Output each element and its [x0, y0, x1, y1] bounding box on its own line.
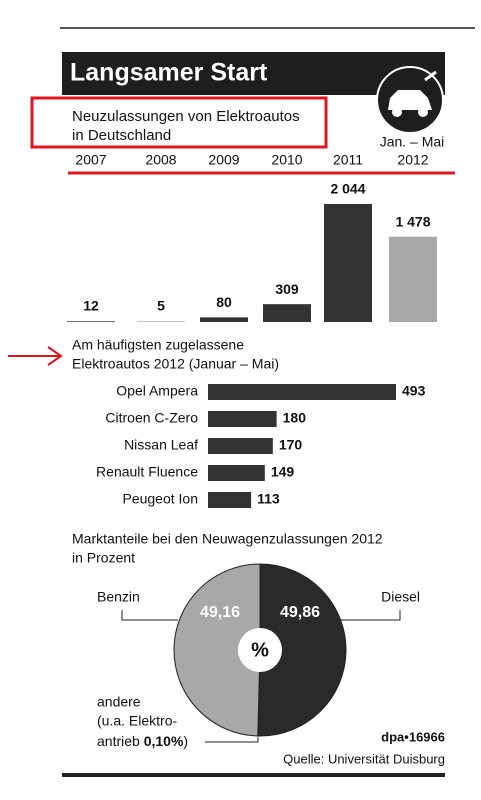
pie-slice	[257, 563, 347, 737]
center-label: %	[251, 639, 269, 661]
chart-subtitle: Elektroautos 2012 (Januar – Mai)	[72, 356, 279, 372]
other-value-label: 0,10%	[144, 733, 184, 749]
pie-slice	[173, 563, 261, 737]
value-label: 113	[257, 491, 280, 507]
value-label: 49,86	[280, 604, 320, 621]
other-note-close: )	[183, 733, 188, 749]
value-label: 149	[271, 464, 295, 480]
x-tick-label: 2008	[145, 152, 176, 168]
bar	[200, 317, 248, 322]
value-label: 80	[216, 294, 232, 310]
car-icon	[376, 66, 444, 134]
other-note-text: (u.a. Elektro-	[97, 713, 177, 729]
leader-line	[205, 737, 259, 743]
bar	[263, 304, 311, 322]
y-tick-label: Peugeot Ion	[122, 491, 198, 507]
pie-center	[238, 628, 282, 672]
bar	[208, 492, 252, 508]
bar	[324, 204, 372, 322]
x-tick-label: 2011	[333, 152, 363, 168]
chart-subtitle: Am häufigsten zugelassene	[72, 337, 244, 353]
chart-subtitle: Marktanteile bei den Neuwagenzulassungen…	[72, 531, 383, 547]
y-tick-label: Nissan Leaf	[124, 437, 198, 453]
annotation: Jan. – Mai	[380, 134, 445, 150]
bar	[67, 321, 115, 322]
legend-label: Diesel	[381, 589, 420, 605]
leader-line	[121, 610, 178, 621]
other-note: antrieb 0,10%)	[97, 733, 188, 749]
value-label: 12	[83, 298, 99, 314]
bar	[208, 384, 396, 400]
value-label: 49,16	[200, 604, 240, 621]
leader-line	[340, 610, 401, 621]
chart-subtitle: Neuzulassungen von Elektroautos	[72, 108, 300, 125]
bar	[208, 438, 273, 454]
legend-label: andere	[97, 694, 141, 710]
y-tick-label: Renault Fluence	[96, 464, 198, 480]
red-highlight-box	[30, 96, 328, 149]
bar	[389, 236, 437, 322]
bar	[208, 411, 277, 427]
legend-label: Benzin	[97, 589, 140, 605]
other-note-text: antrieb	[97, 733, 140, 749]
source: Quelle: Universität Duisburg	[283, 751, 445, 766]
value-label: 5	[157, 298, 165, 314]
value-label: 493	[402, 383, 426, 399]
dpa-code: dpa•16966	[381, 729, 445, 744]
value-label: 1 478	[395, 213, 430, 229]
value-label: 180	[283, 410, 307, 426]
red-arrow	[8, 346, 63, 366]
x-tick-label: 2007	[75, 152, 106, 168]
x-tick-label: 2012	[397, 152, 428, 168]
x-tick-label: 2009	[208, 152, 239, 168]
title: Langsamer Start	[70, 59, 268, 87]
value-label: 309	[275, 281, 299, 297]
y-tick-label: Opel Ampera	[116, 383, 198, 399]
value-label: 170	[279, 437, 303, 453]
chart-subtitle: in Deutschland	[72, 127, 171, 144]
x-tick-label: 2010	[271, 152, 302, 168]
y-tick-label: Citroen C-Zero	[105, 410, 198, 426]
chart-subtitle: in Prozent	[72, 550, 135, 566]
bar	[208, 465, 265, 481]
value-label: 2 044	[330, 181, 365, 197]
